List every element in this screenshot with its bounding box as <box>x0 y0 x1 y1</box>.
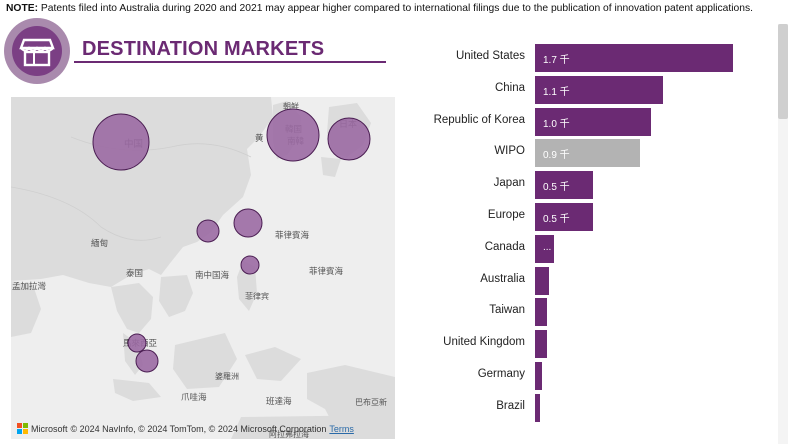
note-text: NOTE: Patents filed into Australia durin… <box>6 3 753 14</box>
bar-category-label: Republic of Korea <box>434 114 525 126</box>
bar-category-label: Taiwan <box>489 304 525 316</box>
storefront-icon <box>12 26 62 76</box>
bar[interactable] <box>535 362 542 390</box>
bubble-japan[interactable] <box>328 118 370 160</box>
bubble-korea[interactable] <box>267 109 319 161</box>
bar-value-label: ... <box>543 242 551 253</box>
bubble-malaysia[interactable] <box>128 334 146 352</box>
bar-row[interactable]: Germany <box>400 362 780 388</box>
bar-category-label: WIPO <box>494 145 525 157</box>
bar-category-label: Australia <box>480 273 525 285</box>
map-bubbles <box>11 97 395 439</box>
bar[interactable] <box>535 298 547 326</box>
bubble-china[interactable] <box>93 114 149 170</box>
bar[interactable]: 1.7 千 <box>535 44 733 72</box>
terms-link[interactable]: Terms <box>329 424 354 434</box>
bar-category-label: Germany <box>478 368 525 380</box>
bar-category-label: Canada <box>485 241 525 253</box>
bar-value-label: 1.7 千 <box>543 51 570 66</box>
bubble-singapore[interactable] <box>136 350 158 372</box>
bar-row[interactable]: Europe 0.5 千 <box>400 203 780 229</box>
bar-row[interactable]: WIPO 0.9 千 <box>400 139 780 165</box>
microsoft-logo-icon <box>17 423 28 434</box>
bubble-philippines[interactable] <box>241 256 259 274</box>
bar-row[interactable]: Australia <box>400 267 780 293</box>
bar[interactable]: ... <box>535 235 554 263</box>
map-attribution: Microsoft © 2024 NavInfo, © 2024 TomTom,… <box>17 423 354 434</box>
bar[interactable] <box>535 394 540 422</box>
note-body: Patents filed into Australia during 2020… <box>38 3 753 14</box>
bar[interactable]: 1.0 千 <box>535 108 651 136</box>
bar[interactable]: 0.9 千 <box>535 139 640 167</box>
bar-value-label: 1.1 千 <box>543 83 570 98</box>
bubble-taiwan[interactable] <box>234 209 262 237</box>
bar-row[interactable]: Brazil <box>400 394 780 420</box>
bar-value-label: 1.0 千 <box>543 115 570 130</box>
bar-row[interactable]: United Kingdom <box>400 330 780 356</box>
bar-category-label: United States <box>456 50 525 62</box>
bar-row[interactable]: United States 1.7 千 <box>400 44 780 70</box>
bar-category-label: Brazil <box>496 400 525 412</box>
bar[interactable]: 1.1 千 <box>535 76 663 104</box>
bar[interactable]: 0.5 千 <box>535 171 593 199</box>
bar-row[interactable]: China 1.1 千 <box>400 76 780 102</box>
microsoft-label: Microsoft <box>31 424 68 434</box>
scrollbar-thumb[interactable] <box>778 24 788 119</box>
bar[interactable] <box>535 330 547 358</box>
note-prefix: NOTE: <box>6 3 38 14</box>
bubble-hong-kong[interactable] <box>197 220 219 242</box>
title-underline <box>74 61 386 63</box>
bar-category-label: Europe <box>488 209 525 221</box>
bar-category-label: Japan <box>494 177 525 189</box>
section-title: DESTINATION MARKETS <box>82 38 324 61</box>
bar[interactable]: 0.5 千 <box>535 203 593 231</box>
bar-category-label: China <box>495 82 525 94</box>
destination-map[interactable]: 中国 朝鲜 黄 韓国 南韓 日本 緬甸 泰国 南中国海 菲律宾 菲律賓海 菲律賓… <box>11 97 395 439</box>
bar-row[interactable]: Canada... <box>400 235 780 261</box>
bar-value-label: 0.5 千 <box>543 210 570 225</box>
attribution-text: © 2024 NavInfo, © 2024 TomTom, © 2024 Mi… <box>71 424 327 434</box>
bar-row[interactable]: Japan 0.5 千 <box>400 171 780 197</box>
bar[interactable] <box>535 267 549 295</box>
bar-category-label: United Kingdom <box>443 336 525 348</box>
bar-row[interactable]: Taiwan <box>400 298 780 324</box>
bar-value-label: 0.5 千 <box>543 178 570 193</box>
bar-value-label: 0.9 千 <box>543 146 570 161</box>
bar-row[interactable]: Republic of Korea 1.0 千 <box>400 108 780 134</box>
